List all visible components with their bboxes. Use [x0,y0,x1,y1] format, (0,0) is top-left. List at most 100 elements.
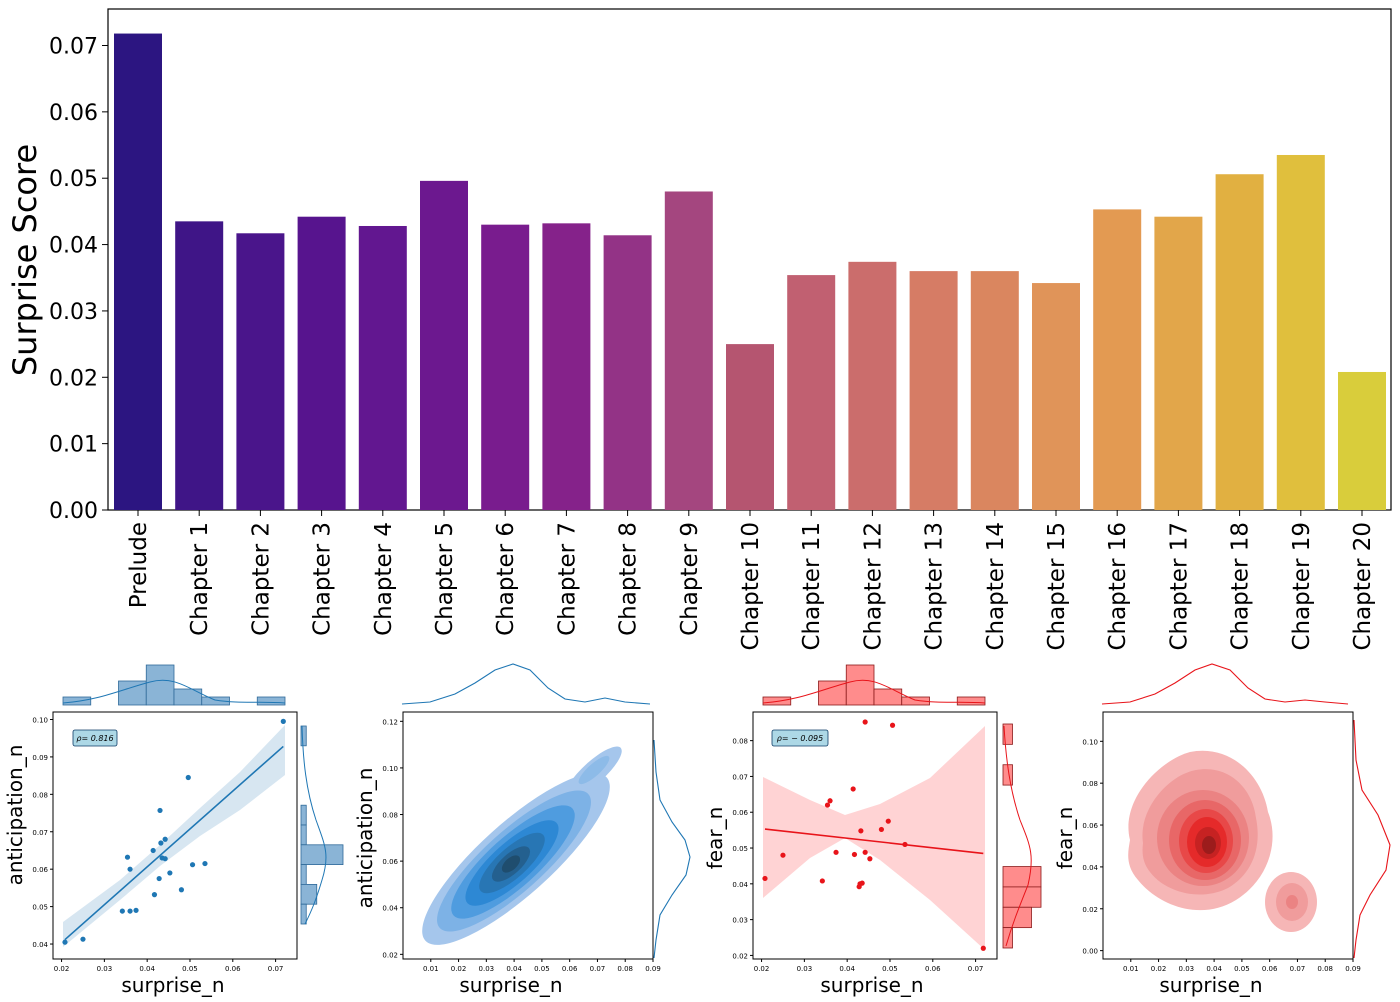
bar [114,33,162,511]
histogram-bar [300,844,344,865]
data-point [167,870,173,876]
data-point [178,887,185,893]
x-tick-label: 0.02 [1151,965,1167,973]
y-tick-label: 0.06 [1082,822,1098,830]
y-tick-label: 0.08 [382,812,398,820]
y-tick-label: 0.07 [732,773,748,781]
data-point [859,880,865,886]
y-tick-label: 0.05 [732,845,748,853]
y-tick-label: 0.02 [732,952,748,960]
p1-right-kde-curve [301,725,327,925]
x-tick-label: 0.06 [925,965,941,973]
bar [542,223,591,511]
data-point [889,722,896,728]
data-point [150,847,156,854]
y-tick-label: 0.04 [49,234,98,259]
x-tick-label: Prelude [126,522,152,608]
data-point [133,907,139,913]
p3-right-histogram [1002,723,1042,949]
histogram-bar [300,864,307,885]
x-tick-label: Chapter 11 [799,522,825,651]
x-tick-label: 0.07 [1290,965,1306,973]
bar-y-ticks: 0.00 0.01 0.02 0.03 0.04 0.05 0.06 0.07 [49,34,108,524]
histogram-bar [118,680,147,706]
x-tick-label: 0.01 [423,965,439,973]
p1-regression-line [64,745,284,941]
y-tick-label: 0.06 [32,866,48,874]
x-tick-label: Chapter 18 [1228,522,1254,651]
y-tick-label: 0.02 [382,951,398,959]
data-point [157,807,163,814]
x-tick-label: Chapter 20 [1350,522,1376,651]
bar [664,191,713,510]
data-point [119,908,125,914]
x-tick-label: Chapter 5 [432,522,458,636]
bar [909,271,958,510]
p4-plot-frame [1102,711,1354,960]
x-tick-label: 0.02 [451,965,467,973]
p1-right-histogram [300,725,344,925]
x-tick-label: 0.01 [1123,965,1139,973]
x-tick-label: 0.05 [182,965,198,973]
histogram-bar [1002,906,1032,929]
x-tick-label: Chapter 10 [738,522,764,651]
y-tick-label: 0.04 [1082,864,1098,872]
y-tick-label: 0.03 [49,300,98,325]
x-tick-label: 0.04 [506,965,522,973]
data-point [80,936,86,942]
data-point [827,798,833,804]
y-tick-label: 0.04 [382,905,398,913]
bar [236,233,285,510]
bar [420,180,468,511]
x-tick-label: Chapter 12 [860,522,886,651]
data-point [833,849,839,855]
data-point [824,802,831,808]
bar [848,261,897,510]
p3-ticks: 0.02 0.03 0.04 0.05 0.06 0.07 0.02 0.03 0.04 0.05… [732,738,983,973]
histogram-bar [1002,866,1042,888]
data-point [980,945,986,951]
y-tick-label: 0.04 [32,941,48,949]
bar [1093,209,1142,510]
data-point [189,862,196,868]
panel-fear-kde: 0.01 0.02 0.03 0.04 0.05 0.06 0.07 0.08 0.09 0.00… [1053,663,1391,997]
bar-y-axis-label: Surprise Score [6,144,44,376]
histogram-bar [300,903,307,925]
y-tick-label: 0.09 [32,754,48,762]
p2-plot-frame [402,711,654,960]
y-tick-label: 0.00 [1082,948,1098,956]
bar [1215,174,1264,510]
y-tick-label: 0.10 [1082,738,1098,746]
bar-chart: 0.00 0.01 0.02 0.03 0.04 0.05 0.06 0.07 Prelude… [6,8,1392,651]
bar [358,225,407,510]
data-point [280,718,286,724]
x-tick-label: Chapter 4 [371,522,397,636]
y-tick-label: 0.08 [32,791,48,799]
y-tick-label: 0.12 [382,718,398,726]
x-tick-label: 0.03 [97,965,113,973]
x-tick-label: Chapter 1 [187,522,213,636]
x-tick-label: 0.07 [968,965,984,973]
p2-y-axis-label: anticipation_n [353,768,377,909]
x-tick-label: Chapter 19 [1289,522,1315,651]
histogram-bar [901,696,930,706]
data-point [124,854,131,860]
p3-y-axis-label: fear_n [703,807,727,870]
x-tick-label: 0.06 [562,965,578,973]
histogram-bar [201,696,230,706]
p2-top-kde-curve [401,663,651,705]
x-tick-label: Chapter 7 [554,522,580,636]
data-point [162,856,168,862]
p1-ticks: 0.02 0.03 0.04 0.05 0.06 0.07 0.04 0.05 0.06 0.07… [32,716,283,973]
p1-top-histogram [62,664,286,706]
histogram-bar [300,725,307,747]
x-tick-label: 0.03 [797,965,813,973]
y-tick-label: 0.02 [1082,906,1098,914]
data-point [862,849,868,855]
histogram-bar [1002,723,1013,745]
p3-top-kde-curve [762,679,986,704]
data-point [762,875,768,882]
data-point [885,818,891,824]
x-tick-label: 0.02 [54,965,70,973]
p1-confidence-band [63,725,285,947]
